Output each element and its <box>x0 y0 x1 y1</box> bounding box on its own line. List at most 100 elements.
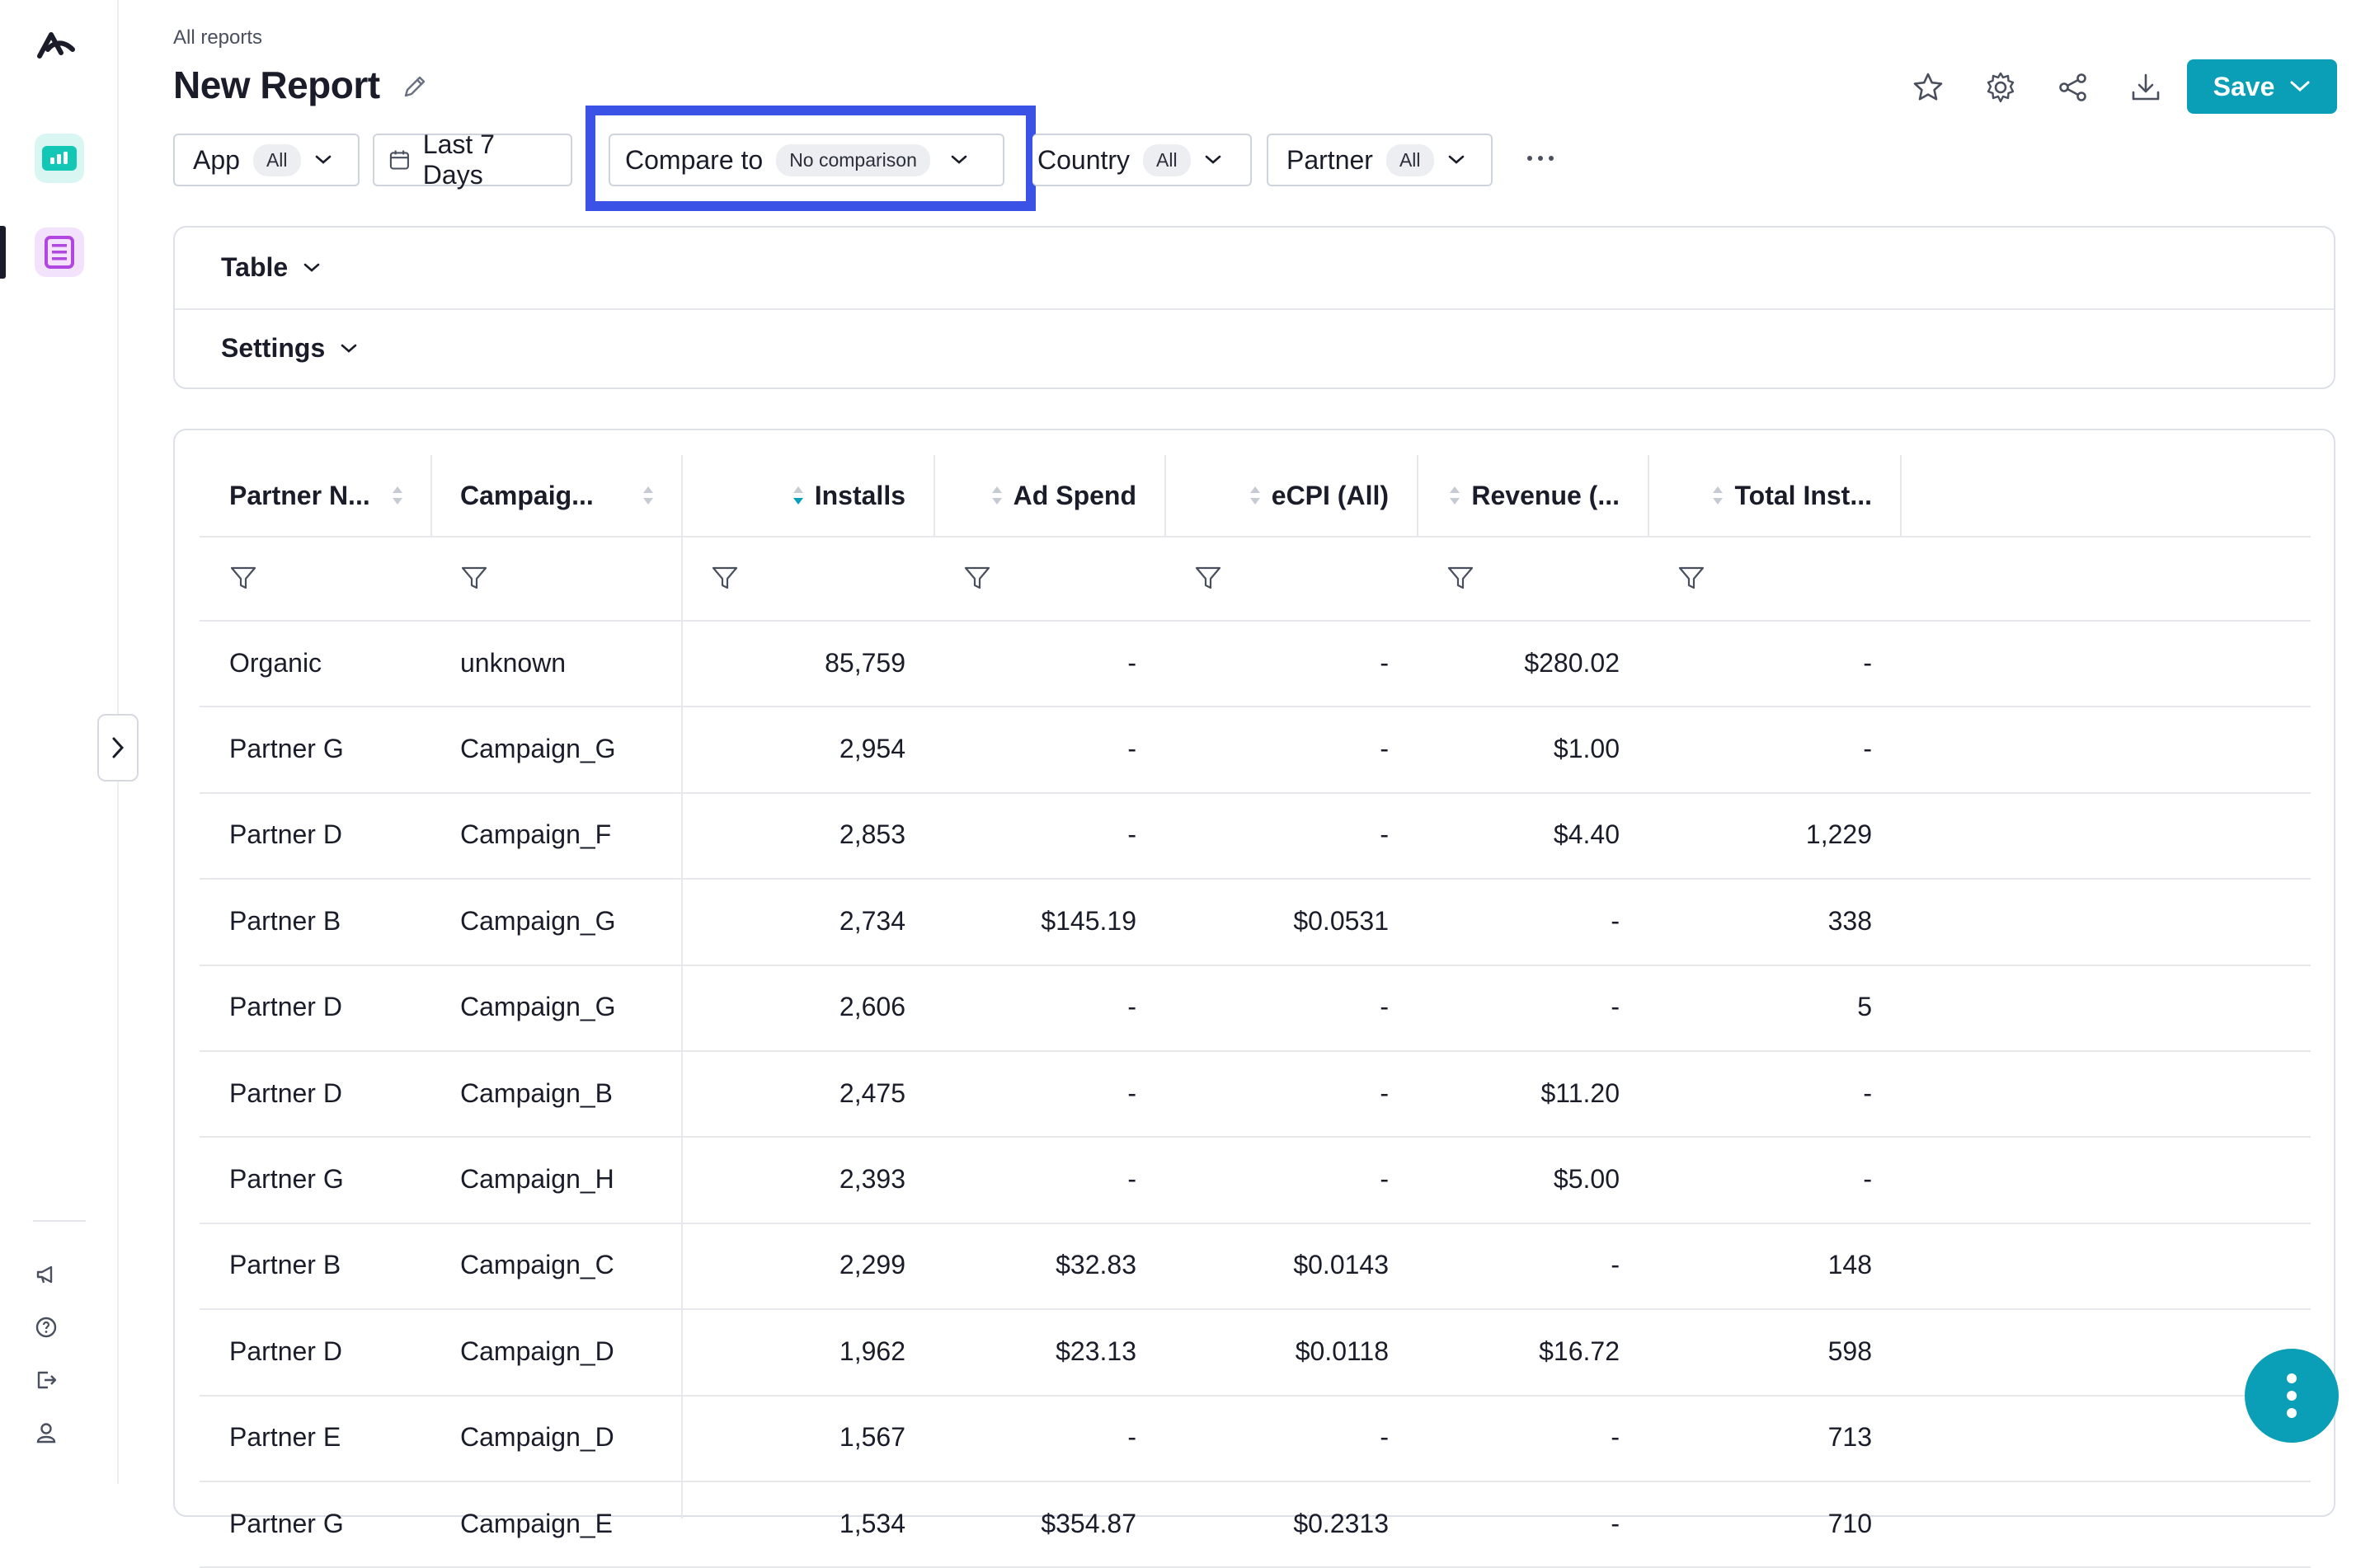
sort-icon[interactable] <box>391 485 404 506</box>
column-header-label: Installs <box>814 480 905 510</box>
column-header[interactable]: Installs <box>681 455 934 536</box>
filter-app[interactable]: App All <box>173 134 360 186</box>
column-divider <box>1164 455 1166 536</box>
table-cell: $16.72 <box>1539 1336 1620 1366</box>
sort-icon[interactable] <box>642 485 655 506</box>
gear-icon[interactable] <box>1982 69 2019 106</box>
table-cell: Campaign_G <box>460 733 616 763</box>
column-header-label: Partner N... <box>229 480 370 510</box>
help-icon[interactable] <box>33 1314 59 1340</box>
table-cell: Campaign_B <box>460 1077 613 1108</box>
column-divider <box>1648 455 1649 536</box>
chevron-down-icon <box>303 263 320 272</box>
breadcrumb[interactable]: All reports <box>173 26 263 49</box>
table-panel-label: Table <box>221 252 289 282</box>
table-cell: $5.00 <box>1553 1163 1620 1194</box>
share-icon[interactable] <box>2055 69 2091 106</box>
column-divider <box>430 455 432 536</box>
more-options-icon[interactable] <box>1527 148 1564 168</box>
edit-title-icon[interactable] <box>401 73 429 101</box>
expand-sidebar-button[interactable] <box>97 714 139 782</box>
column-divider <box>1900 455 1902 536</box>
table-cell: Partner E <box>229 1422 341 1453</box>
nav-divider <box>33 1220 86 1222</box>
column-header[interactable]: Partner N... <box>200 455 430 536</box>
filter-icon[interactable] <box>460 564 488 592</box>
table-cell: - <box>1611 1422 1620 1453</box>
table-cell: - <box>1611 905 1620 936</box>
table-cell: 85,759 <box>825 647 905 678</box>
chevron-right-icon <box>112 737 125 758</box>
row-divider <box>200 1308 2311 1311</box>
view-options-card: Table Settings <box>173 226 2335 389</box>
table-cell: Campaign_G <box>460 905 616 936</box>
filter-icon[interactable] <box>1446 564 1474 592</box>
table-cell: - <box>1863 1163 1872 1194</box>
megaphone-icon[interactable] <box>33 1261 59 1288</box>
table-cell: Campaign_E <box>460 1508 613 1538</box>
logo-icon[interactable] <box>36 28 76 61</box>
column-header[interactable]: Revenue (... <box>1417 455 1648 536</box>
table-cell: - <box>1127 1422 1136 1453</box>
settings-panel-toggle[interactable]: Settings <box>221 333 358 364</box>
column-header-label: Ad Spend <box>1013 480 1136 510</box>
table-cell: - <box>1380 733 1389 763</box>
table-cell: Partner D <box>229 1077 342 1108</box>
filter-date-label: Last 7 Days <box>422 129 495 190</box>
sort-icon[interactable] <box>792 485 805 506</box>
fab-menu-button[interactable] <box>2245 1349 2339 1443</box>
column-header-label: Revenue (... <box>1471 480 1620 510</box>
table-cell: Campaign_D <box>460 1336 614 1366</box>
star-icon[interactable] <box>1910 69 1946 106</box>
report-table-card: Partner N... Campaig... Installs Ad Spend eC… <box>173 429 2335 1568</box>
filter-country[interactable]: Country All <box>1032 134 1252 186</box>
table-cell: - <box>1863 733 1872 763</box>
table-cell: Partner G <box>229 733 344 763</box>
sort-icon[interactable] <box>1711 485 1724 506</box>
table-cell: - <box>1380 1422 1389 1453</box>
chevron-down-icon <box>1448 155 1464 164</box>
column-header[interactable]: eCPI (All) <box>1164 455 1417 536</box>
save-button[interactable]: Save <box>2187 59 2337 114</box>
filter-app-label: App <box>193 144 240 175</box>
table-cell: 338 <box>1827 905 1872 936</box>
table-cell: 2,299 <box>839 1250 905 1280</box>
column-header[interactable]: Total Inst... <box>1648 455 1900 536</box>
filter-partner[interactable]: Partner All <box>1267 134 1493 186</box>
sort-icon[interactable] <box>1249 485 1262 506</box>
sort-icon[interactable] <box>1448 485 1461 506</box>
logout-icon[interactable] <box>33 1367 59 1393</box>
table-cell: - <box>1611 992 1620 1022</box>
filter-icon[interactable] <box>711 564 739 592</box>
table-cell: $0.0531 <box>1293 905 1389 936</box>
table-cell: $0.0118 <box>1295 1336 1389 1366</box>
filter-compare-label: Compare to <box>625 144 764 175</box>
column-header[interactable]: Ad Spend <box>934 455 1164 536</box>
table-panel-toggle[interactable]: Table <box>221 252 321 283</box>
row-divider <box>200 1481 2311 1482</box>
user-icon[interactable] <box>33 1420 59 1446</box>
nav-dashboard[interactable] <box>35 134 84 183</box>
table-cell: - <box>1380 992 1389 1022</box>
sort-icon[interactable] <box>990 485 1004 506</box>
filter-icon[interactable] <box>1677 564 1705 592</box>
filter-compare[interactable]: Compare to No comparison <box>609 134 1004 186</box>
column-header[interactable]: Campaig... <box>430 455 681 536</box>
row-divider <box>200 1222 2311 1224</box>
table-cell: Campaign_H <box>460 1163 614 1194</box>
filter-icon[interactable] <box>229 564 257 592</box>
filter-icon[interactable] <box>1194 564 1222 592</box>
filter-icon[interactable] <box>963 564 991 592</box>
table-cell: 2,954 <box>839 733 905 763</box>
filter-row-divider <box>200 620 2311 622</box>
filter-date[interactable]: Last 7 Days <box>373 129 572 190</box>
table-cell: - <box>1127 1077 1136 1108</box>
table-cell: $0.2313 <box>1293 1508 1389 1538</box>
table-cell: - <box>1127 1163 1136 1194</box>
table-cell: $1.00 <box>1553 733 1620 763</box>
column-header-label: Campaig... <box>460 480 594 510</box>
download-icon[interactable] <box>2128 69 2164 106</box>
calendar-icon <box>389 150 409 170</box>
nav-reports[interactable] <box>35 228 84 277</box>
table-cell: 1,962 <box>839 1336 905 1366</box>
